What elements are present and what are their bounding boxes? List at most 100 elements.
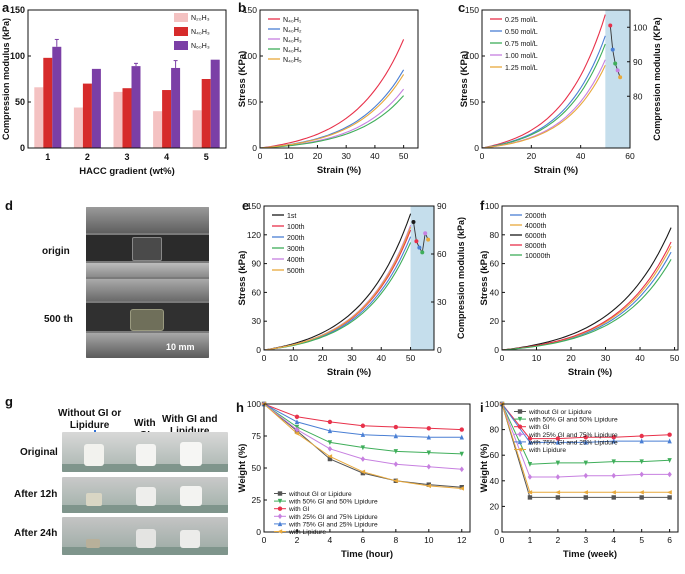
y-tick-label-c-2: 100 [465,51,479,61]
point-i-1-3 [583,460,589,466]
chart-f-cyclic-stress-strain: 0 20 40 60 80 100 0 10 20 30 40 50 Strain (%) Stress … [479,201,680,378]
x-axis-label-h: Time (hour) [341,549,393,560]
legend-label-i-3: with 25% GI and 75% Lipidure [528,432,618,439]
y-tick-label-f-3: 60 [490,259,500,269]
hydrogel-sample-origin [132,237,162,261]
point-i-3-2 [555,474,561,480]
legend-label-a-2: N₆₀H₃ [191,43,210,50]
legend-marker-h-4 [277,521,283,527]
bar-N₂₀H₃-3 [113,91,123,148]
legend-label-h-3: with 25% GI and 75% Lipidure [288,514,378,521]
point-h-1-5 [426,450,431,456]
point-i-2-3 [583,435,589,440]
point-i-4-2 [555,439,561,445]
modulus-point-c-2 [613,61,618,66]
legend-marker-h-5 [277,529,283,534]
legend-label-f-2: 6000th [525,233,547,240]
photo-d-compression-test: 10 mm [86,207,209,358]
legend-label-h-2: with GI [288,506,310,513]
legend-label-h-0: without GI or Lipidure [288,491,352,498]
legend-label-e-5: 500th [287,268,305,275]
legend-label-e-2: 200th [287,235,305,242]
point-h-3-5 [426,463,431,470]
y-tick-label-i-0: 0 [494,527,499,537]
point-h-5-2 [327,454,333,459]
point-h-1-2 [327,440,333,446]
modulus-point-e-5 [426,237,431,242]
legend-label-b-2: N₄₀H₃ [283,37,302,44]
x-tick-label-f-1: 10 [532,353,542,363]
x-tick-label-b-3: 30 [341,151,351,161]
legend-label-i-2: with GI [528,424,550,431]
x-tick-label-h-4: 8 [393,535,398,545]
point-i-2-6 [667,432,672,437]
y-tick-label-e-5: 150 [247,201,261,211]
point-h-0-3 [360,470,366,476]
y-axis-label-c: Stress (KPa) [459,51,470,108]
curve-e-1 [263,229,412,351]
modulus-point-e-0 [411,220,416,224]
legend-label-e-1: 100th [287,224,305,231]
legend-label-i-4: with 75% GI and 25% Lipidure [528,439,618,446]
panel-label-b: b [238,0,246,15]
curve-c-0 [481,14,606,149]
point-i-2-4 [611,435,616,440]
y-tick-label-i-1: 20 [490,501,500,511]
legend-label-f-1: 4000th [525,223,547,230]
bar-N₆₀H₃-4 [171,67,181,148]
y2-tick-label-e-0: 0 [437,345,442,355]
photo-d-scale-label: 10 mm [166,342,195,352]
y-tick-label-h-2: 50 [252,463,262,473]
curve-f-2 [501,227,672,351]
legend-swatch-a-1 [174,27,188,36]
x-axis-label-e: Strain (%) [327,367,371,378]
y-tick-label-h-3: 75 [252,431,262,441]
legend-marker-h-0 [277,491,283,496]
y-axis-label-a: Compression modulus (kPa) [1,18,11,140]
sample-without-12h [86,493,102,506]
curve-b-1 [259,69,405,149]
x-tick-label-a-2: 3 [124,152,129,162]
point-i-3-3 [583,472,589,479]
chart-c-stress-strain-modulus: 0 50 100 150 0 20 40 60 Strain (%) Stress (KPa) 80… [459,5,662,176]
point-i-1-4 [611,459,616,465]
photo-g-original-row [62,432,228,472]
y-tick-label-i-5: 100 [485,399,499,409]
curve-e-5 [263,226,412,351]
legend-label-c-0: 0.25 mol/L [505,17,538,24]
legend-label-h-5: with Lipidure [288,529,326,536]
x-tick-label-i-2: 2 [556,535,561,545]
modulus-point-e-2 [417,245,422,250]
sample-without-24h [86,539,100,548]
plot-frame-b [259,9,419,149]
x-tick-label-h-3: 6 [361,535,366,545]
point-i-3-5 [639,471,644,478]
x-axis-label-f: Strain (%) [568,367,612,378]
y-axis-label-h: Weight (%) [237,444,248,493]
y-tick-label-f-5: 100 [485,201,499,211]
point-i-0-2 [555,495,561,500]
modulus-point-e-1 [414,239,419,244]
point-h-1-3 [360,445,366,451]
y2-axis-label-c: Compression modulus (KPa) [652,17,662,141]
x-tick-label-f-5: 50 [670,353,680,363]
y-tick-label-c-3: 150 [465,5,479,15]
plot-frame-c [481,9,631,149]
point-i-4-3 [583,439,589,445]
bar-N₂₀H₃-2 [73,107,83,148]
x-tick-label-e-5: 50 [406,353,416,363]
bar-N₄₀H₃-3 [122,88,132,148]
point-h-1-4 [393,449,399,455]
x-tick-label-h-1: 2 [295,535,300,545]
plot-frame-e [263,205,435,351]
x-tick-label-b-5: 50 [399,151,409,161]
photo-g-row-label-original: Original [20,447,58,458]
y-axis-label-b: Stress (KPa) [237,51,248,108]
photo-d-origin-label: origin [42,246,70,257]
y-tick-label-f-1: 20 [490,316,500,326]
point-i-5-6 [666,490,672,495]
point-i-1-5 [639,459,644,465]
panel-label-f: f [480,198,485,213]
curve-b-3 [259,95,405,149]
x-tick-label-f-4: 40 [635,353,645,363]
